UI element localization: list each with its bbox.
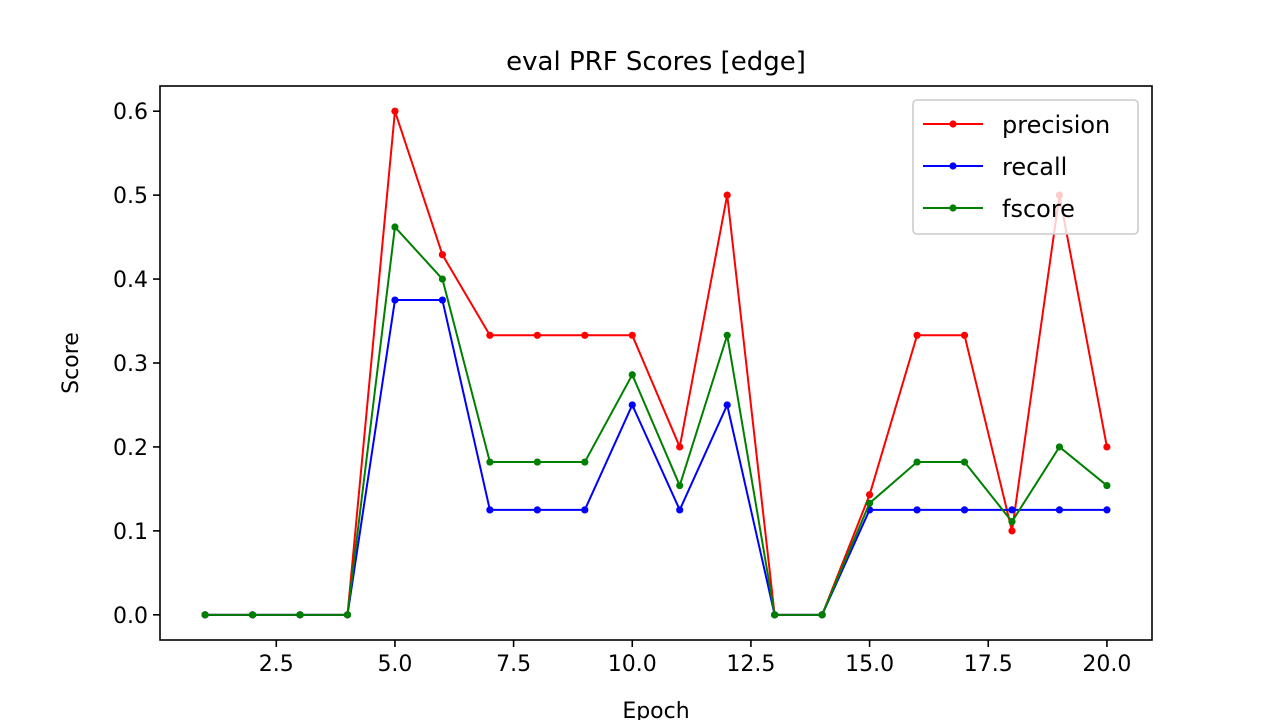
data-point-fscore — [533, 458, 541, 466]
data-point-precision — [486, 331, 494, 339]
chart-title: eval PRF Scores [edge] — [506, 47, 806, 77]
legend-label-recall: recall — [1002, 153, 1067, 181]
data-point-precision — [960, 331, 969, 339]
x-tick-label: 7.5 — [496, 652, 531, 677]
data-point-precision — [676, 443, 684, 451]
legend: precision recall fscore — [912, 99, 1139, 235]
data-point-fscore — [438, 275, 447, 283]
data-point-recall — [1103, 506, 1111, 514]
data-point-recall — [438, 296, 447, 304]
data-point-recall — [960, 506, 969, 514]
data-point-precision — [581, 331, 589, 339]
data-point-fscore — [486, 458, 494, 466]
legend-box — [912, 99, 1139, 235]
legend-label-precision: precision — [1002, 111, 1110, 139]
series-line-precision — [205, 110, 1108, 616]
data-point-precision — [913, 331, 921, 339]
data-point-recall — [486, 506, 494, 514]
y-tick-label: 0.4 — [113, 268, 148, 293]
data-point-fscore — [676, 481, 684, 490]
data-point-recall — [533, 506, 541, 514]
y-tick-label: 0.3 — [113, 352, 148, 377]
x-tick-label: 20.0 — [1082, 652, 1131, 677]
data-point-recall — [913, 506, 921, 514]
y-tick-label: 0.1 — [113, 520, 148, 545]
x-tick-label: 12.5 — [726, 652, 775, 677]
data-point-fscore — [343, 611, 352, 619]
data-point-recall — [1008, 506, 1016, 514]
data-point-fscore — [248, 611, 257, 619]
data-point-fscore — [913, 458, 921, 466]
y-axis-label: Score — [59, 332, 84, 394]
data-point-fscore — [818, 611, 826, 619]
x-tick-label: 15.0 — [845, 652, 894, 677]
data-point-precision — [438, 251, 447, 259]
data-point-recall — [1055, 506, 1064, 514]
y-tick-label: 0.2 — [113, 436, 148, 461]
data-point-precision — [1008, 527, 1016, 535]
data-point-fscore — [1055, 443, 1064, 451]
data-point-fscore — [723, 331, 731, 339]
legend-marker-precision — [949, 120, 957, 128]
series-line-fscore — [205, 226, 1108, 616]
legend-marker-fscore — [949, 204, 957, 212]
data-point-recall — [581, 506, 589, 514]
y-tick-label: 0.0 — [113, 604, 148, 629]
data-point-fscore — [771, 611, 779, 619]
data-point-fscore — [865, 499, 874, 507]
x-tick-label: 5.0 — [377, 652, 412, 677]
x-tick-label: 10.0 — [608, 652, 657, 677]
legend-marker-recall — [949, 162, 957, 170]
data-point-fscore — [391, 223, 399, 231]
x-axis: 2.5 5.0 7.5 10.0 12.5 15.0 17.5 20.0 — [259, 640, 1131, 677]
data-point-precision — [865, 491, 874, 499]
x-axis-label: Epoch — [622, 699, 689, 720]
x-tick-label: 2.5 — [259, 652, 294, 677]
data-point-recall — [676, 506, 684, 514]
data-point-fscore — [1008, 518, 1016, 526]
series-line-recall — [205, 299, 1107, 616]
y-axis: 0.0 0.1 0.2 0.3 0.4 0.5 0.6 — [113, 100, 160, 629]
y-tick-label: 0.6 — [113, 100, 148, 125]
data-point-precision — [391, 107, 399, 115]
data-point-fscore — [1103, 481, 1111, 490]
data-point-recall — [723, 401, 731, 409]
data-point-fscore — [628, 371, 636, 379]
data-point-precision — [723, 191, 731, 199]
data-point-fscore — [960, 458, 969, 466]
plot-area — [201, 107, 1111, 619]
data-point-precision — [628, 331, 636, 339]
data-point-precision — [533, 331, 541, 339]
data-point-fscore — [581, 458, 589, 466]
data-point-precision — [1103, 443, 1111, 451]
legend-label-fscore: fscore — [1002, 195, 1075, 223]
data-point-fscore — [296, 611, 304, 619]
data-point-recall — [628, 401, 636, 409]
data-point-fscore — [201, 611, 209, 619]
data-point-recall — [391, 296, 399, 304]
y-tick-label: 0.5 — [113, 184, 148, 209]
x-tick-label: 17.5 — [964, 652, 1013, 677]
